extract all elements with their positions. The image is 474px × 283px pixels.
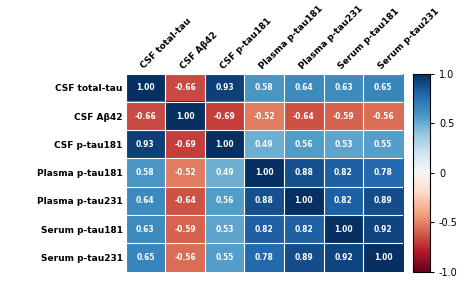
Text: 0.49: 0.49 — [255, 140, 273, 149]
Text: -0.69: -0.69 — [174, 140, 196, 149]
Text: 1.00: 1.00 — [215, 140, 234, 149]
Text: 0.64: 0.64 — [136, 196, 155, 205]
Text: 0.89: 0.89 — [294, 253, 313, 262]
Text: -0.56: -0.56 — [372, 112, 394, 121]
Text: 0.92: 0.92 — [374, 225, 392, 234]
Text: 0.82: 0.82 — [334, 168, 353, 177]
Text: 0.63: 0.63 — [136, 225, 155, 234]
Text: 0.82: 0.82 — [294, 225, 313, 234]
Text: 0.65: 0.65 — [374, 83, 392, 92]
Text: 0.64: 0.64 — [294, 83, 313, 92]
Text: 1.00: 1.00 — [136, 83, 155, 92]
Text: 1.00: 1.00 — [176, 112, 194, 121]
Text: 0.78: 0.78 — [374, 168, 392, 177]
Text: 1.00: 1.00 — [255, 168, 273, 177]
Text: 0.88: 0.88 — [255, 196, 273, 205]
Text: -0.56: -0.56 — [174, 253, 196, 262]
Text: 1.00: 1.00 — [374, 253, 392, 262]
Text: 1.00: 1.00 — [334, 225, 353, 234]
Text: 0.93: 0.93 — [215, 83, 234, 92]
Text: -0.64: -0.64 — [174, 196, 196, 205]
Text: -0.66: -0.66 — [174, 83, 196, 92]
Text: 0.58: 0.58 — [136, 168, 155, 177]
Text: 0.89: 0.89 — [374, 196, 392, 205]
Text: 0.92: 0.92 — [334, 253, 353, 262]
Text: 0.56: 0.56 — [295, 140, 313, 149]
Text: 0.82: 0.82 — [334, 196, 353, 205]
Text: 0.53: 0.53 — [334, 140, 353, 149]
Text: -0.52: -0.52 — [174, 168, 196, 177]
Text: 0.93: 0.93 — [136, 140, 155, 149]
Text: 0.82: 0.82 — [255, 225, 273, 234]
Text: 0.65: 0.65 — [136, 253, 155, 262]
Text: -0.66: -0.66 — [135, 112, 156, 121]
Text: -0.59: -0.59 — [333, 112, 354, 121]
Text: -0.59: -0.59 — [174, 225, 196, 234]
Text: 0.78: 0.78 — [255, 253, 273, 262]
Text: -0.52: -0.52 — [254, 112, 275, 121]
Text: 0.55: 0.55 — [216, 253, 234, 262]
Text: 0.49: 0.49 — [215, 168, 234, 177]
Text: 0.88: 0.88 — [294, 168, 313, 177]
Text: -0.69: -0.69 — [214, 112, 236, 121]
Text: 1.00: 1.00 — [294, 196, 313, 205]
Text: 0.56: 0.56 — [215, 196, 234, 205]
Text: 0.58: 0.58 — [255, 83, 273, 92]
Text: -0.64: -0.64 — [293, 112, 315, 121]
Text: 0.63: 0.63 — [334, 83, 353, 92]
Text: 0.55: 0.55 — [374, 140, 392, 149]
Text: 0.53: 0.53 — [215, 225, 234, 234]
